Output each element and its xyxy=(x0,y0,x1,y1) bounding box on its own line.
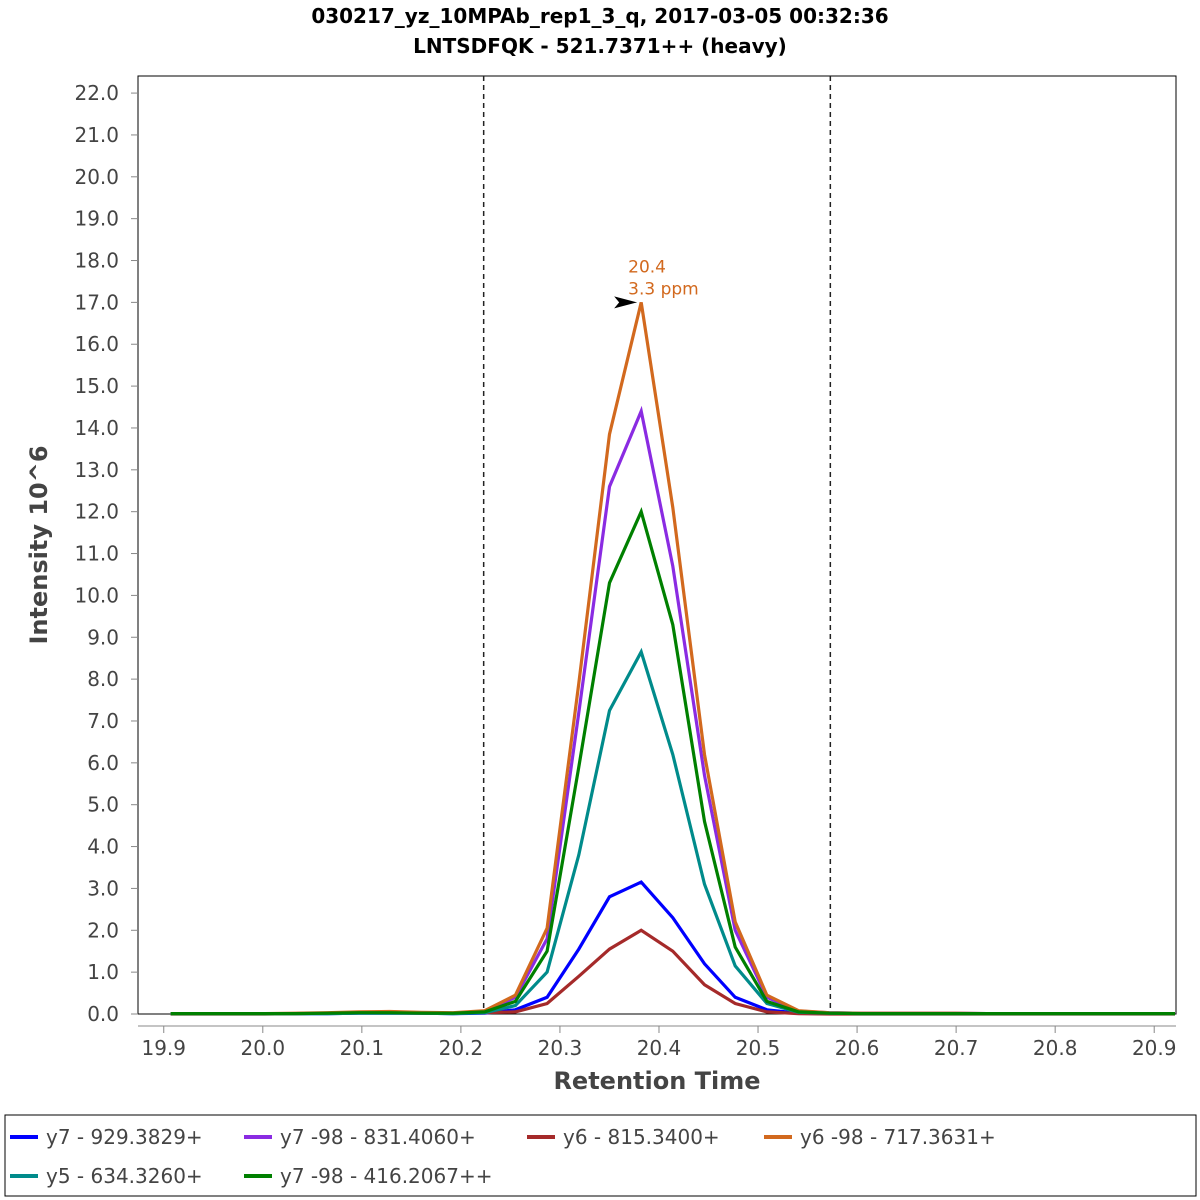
legend-label: y7 -98 - 416.2067++ xyxy=(280,1164,492,1188)
y-tick-label: 13.0 xyxy=(74,458,119,482)
y-tick-label: 5.0 xyxy=(87,793,119,817)
x-tick-label: 20.1 xyxy=(340,1036,385,1060)
y-tick-label: 9.0 xyxy=(87,625,119,649)
y-tick-label: 22.0 xyxy=(74,81,119,105)
y-tick-label: 15.0 xyxy=(74,374,119,398)
legend-label: y6 - 815.3400+ xyxy=(563,1125,720,1149)
x-tick-label: 20.3 xyxy=(538,1036,583,1060)
y-tick-label: 6.0 xyxy=(87,751,119,775)
legend-item: y7 -98 - 831.4060+ xyxy=(244,1125,476,1149)
legend-label: y6 -98 - 717.3631+ xyxy=(800,1125,996,1149)
x-tick-label: 20.9 xyxy=(1132,1036,1177,1060)
x-tick-label: 20.8 xyxy=(1033,1036,1078,1060)
x-tick-label: 20.2 xyxy=(439,1036,484,1060)
x-tick-label: 20.6 xyxy=(835,1036,880,1060)
y-tick-label: 16.0 xyxy=(74,332,119,356)
y-tick-label: 4.0 xyxy=(87,835,119,859)
y-tick-label: 2.0 xyxy=(87,918,119,942)
peak-arrow-icon xyxy=(614,296,638,309)
y-tick-label: 18.0 xyxy=(74,249,119,273)
chart-title: 030217_yz_10MPAb_rep1_3_q, 2017-03-05 00… xyxy=(311,4,888,28)
legend-label: y5 - 634.3260+ xyxy=(46,1164,203,1188)
y-axis: 0.0 1.0 2.0 3.0 4.0 5.0 6.0 7.0 8.0 9.0 10.0 11.0 12… xyxy=(74,81,138,1026)
y-tick-label: 0.0 xyxy=(87,1002,119,1026)
series-lines xyxy=(170,302,1175,1016)
y-tick-label: 14.0 xyxy=(74,416,119,440)
y-tick-label: 8.0 xyxy=(87,667,119,691)
y-axis-label: Intensity 10^6 xyxy=(25,445,53,644)
y-tick-label: 20.0 xyxy=(74,165,119,189)
y-tick-label: 17.0 xyxy=(74,290,119,314)
legend-box xyxy=(4,1114,1197,1197)
legend-item: y5 - 634.3260+ xyxy=(10,1164,203,1188)
y-tick-label: 11.0 xyxy=(74,542,119,566)
legend-item: y6 - 815.3400+ xyxy=(527,1125,720,1149)
legend-item: y7 - 929.3829+ xyxy=(10,1125,203,1149)
legend-item: y6 -98 - 717.3631+ xyxy=(764,1125,996,1149)
legend-label: y7 -98 - 831.4060+ xyxy=(280,1125,476,1149)
legend-label: y7 - 929.3829+ xyxy=(46,1125,203,1149)
x-tick-label: 20.7 xyxy=(934,1036,979,1060)
series-line xyxy=(170,506,1175,1016)
peak-annotation: 20.43.3 ppm xyxy=(614,257,699,309)
y-tick-label: 19.0 xyxy=(74,207,119,231)
integration-boundaries xyxy=(482,76,832,1014)
y-tick-label: 1.0 xyxy=(87,960,119,984)
peak-annotation-label: 3.3 ppm xyxy=(628,279,699,299)
plot-area xyxy=(137,75,1177,1015)
x-tick-label: 19.9 xyxy=(141,1036,186,1060)
y-tick-label: 10.0 xyxy=(74,583,119,607)
y-tick-label: 12.0 xyxy=(74,500,119,524)
x-tick-label: 20.0 xyxy=(241,1036,286,1060)
x-axis: 19.9 20.0 20.1 20.2 20.3 20.4 20.5 20.6 20.7 20.8… xyxy=(138,1025,1177,1060)
peak-annotation-label: 20.4 xyxy=(628,257,666,277)
y-tick-label: 7.0 xyxy=(87,709,119,733)
legend: y7 - 929.3829+ y7 -98 - 831.4060+ y6 - 815… xyxy=(10,1125,996,1188)
y-tick-label: 3.0 xyxy=(87,876,119,900)
x-axis-label: Retention Time xyxy=(553,1067,760,1095)
x-tick-label: 20.4 xyxy=(637,1036,682,1060)
y-tick-label: 21.0 xyxy=(74,123,119,147)
x-tick-label: 20.5 xyxy=(736,1036,781,1060)
chart-subtitle: LNTSDFQK - 521.7371++ (heavy) xyxy=(413,34,787,58)
legend-item: y7 -98 - 416.2067++ xyxy=(244,1164,492,1188)
